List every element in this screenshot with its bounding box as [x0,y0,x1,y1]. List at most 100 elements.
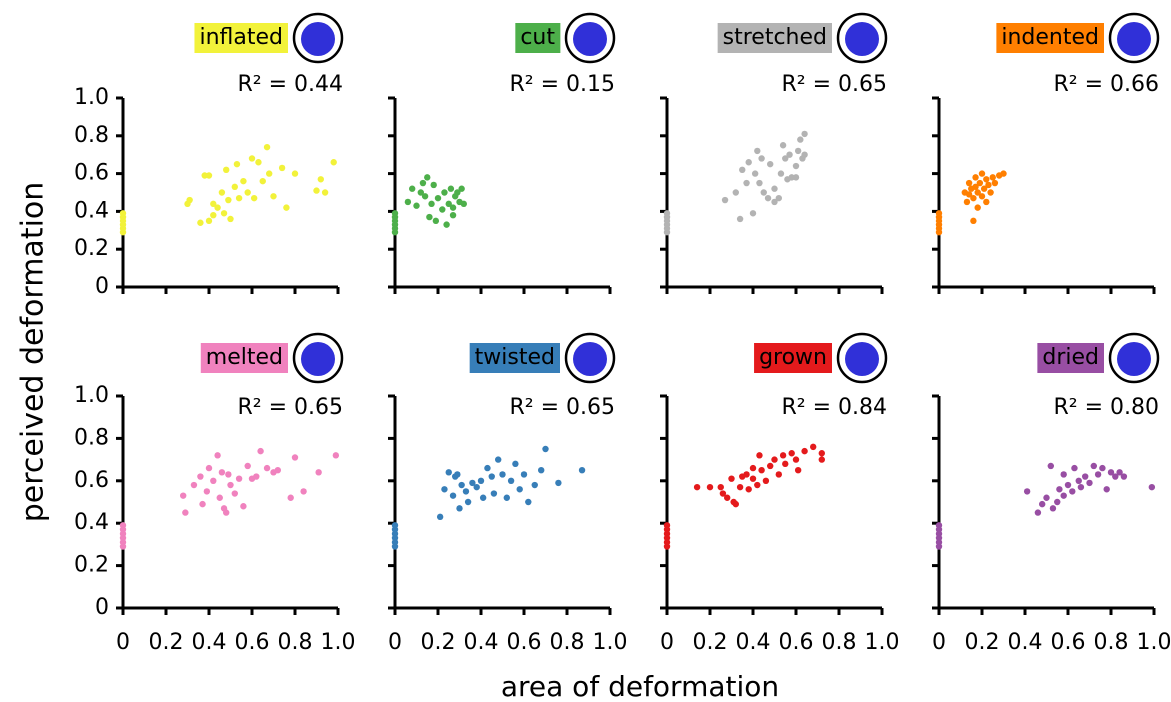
point [779,452,787,459]
point [719,490,727,497]
point [1023,488,1031,495]
y-tick-label: 0.8 [74,425,109,450]
point [270,193,277,200]
point [771,185,778,192]
point [428,200,435,208]
x-axis-title: area of deformation [501,670,779,702]
x-tick-label: 0 [116,630,130,655]
point [801,447,808,455]
point [255,159,262,166]
x-tick-label: 0.4 [464,630,499,655]
shape-icon-fill [845,22,879,56]
point [732,500,739,508]
point [231,183,238,191]
point [724,494,731,501]
point [974,204,981,211]
point [743,471,750,478]
shape-icon-fill [301,342,335,376]
point [1064,481,1072,489]
point [205,172,213,179]
point [313,187,320,194]
x-tick-label: 0 [660,630,674,655]
shape-icon-fill [573,342,607,376]
point [225,471,232,478]
panel: cut R² = 0.15 [388,12,616,294]
point [186,196,193,204]
point [745,159,752,166]
x-tick-label: 1.0 [321,630,356,655]
panel-title: dried [1042,345,1099,370]
point [315,469,322,476]
y-tick-label: 0.6 [74,468,109,493]
panel-title: cut [520,25,555,50]
point [976,179,984,187]
point [983,176,990,183]
point [274,467,281,474]
point [263,143,271,151]
point [555,479,562,487]
point [248,155,256,162]
point [1116,469,1123,476]
point [332,452,340,459]
point [488,473,495,480]
point [728,475,735,482]
y-tick-label: 0.8 [74,123,109,148]
point [434,194,442,202]
point [542,445,549,453]
point [1082,473,1089,480]
x-tick-label: 0.2 [149,630,184,655]
point [240,503,247,510]
point [454,471,461,478]
point [214,452,221,459]
point [786,151,793,158]
point [205,217,213,225]
point [227,481,234,489]
point [445,200,452,208]
point [756,179,763,187]
point [227,215,234,223]
point [1112,473,1119,480]
x-tick-label: 0.8 [550,630,585,655]
y-tick-label: 0.6 [74,161,109,186]
panel: 0 0.2 0.4 0.6 0.8 1.0 inflated R² = 0.44 [74,12,344,299]
x-tick-label: 0.6 [507,630,542,655]
point [197,219,204,226]
r-squared: R² = 0.65 [781,72,887,97]
point [663,210,671,217]
point [512,460,519,468]
point [972,183,979,191]
point [119,522,127,529]
point [233,160,241,168]
point [767,462,774,470]
point [291,170,299,177]
point [1000,170,1007,177]
title-box [515,23,561,53]
point [214,204,221,211]
panel: 0 0.2 0.4 0.6 0.8 1.0 dried R² = 0.80 [932,332,1171,655]
point [771,198,778,206]
point [801,151,808,158]
point [978,193,986,200]
point [404,198,412,206]
point [818,450,825,457]
x-tick-label: 0.6 [235,630,270,655]
y-tick-label: 0 [95,274,109,299]
point [182,509,189,516]
point [818,456,825,463]
point [760,189,767,196]
point [732,189,739,196]
point [1120,473,1128,480]
point [706,483,714,491]
panel-title: indented [1001,25,1099,50]
x-tick-label: 0.8 [278,630,313,655]
point [794,147,802,155]
x-tick-label: 0 [932,630,946,655]
point [205,464,213,472]
r-squared: R² = 0.66 [1053,72,1159,97]
panel: 0 0.2 0.4 0.6 0.8 1.0 twisted R² = 0.65 [388,332,628,655]
x-tick-label: 0.4 [192,630,227,655]
point [223,166,230,174]
point [210,477,217,484]
point [985,181,992,189]
point [218,189,226,196]
